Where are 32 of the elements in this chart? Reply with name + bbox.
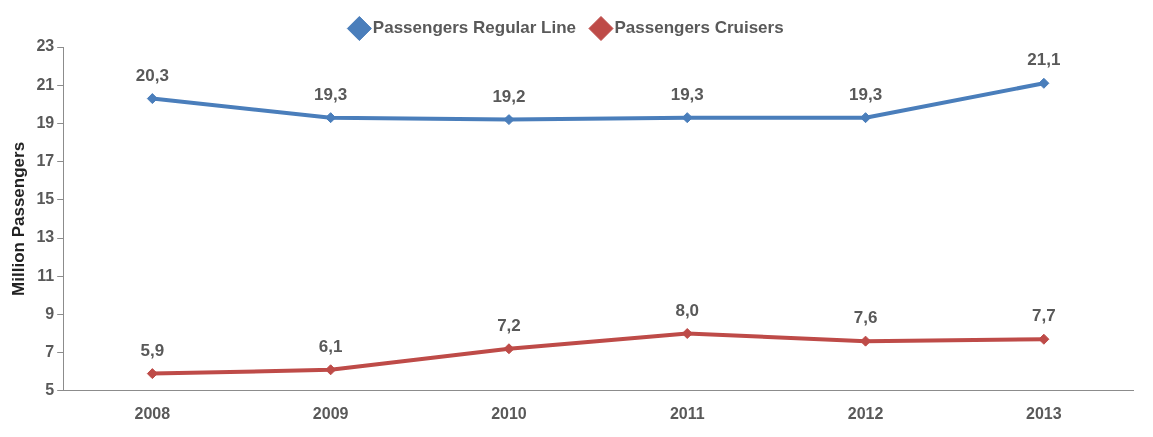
data-label: 20,3 xyxy=(135,65,169,85)
y-tick-label: 11 xyxy=(37,266,55,284)
legend-label: Passengers Cruisers xyxy=(614,18,784,38)
x-tick-label: 2012 xyxy=(847,404,884,422)
y-tick-label: 9 xyxy=(45,304,55,322)
x-tick-label: 2010 xyxy=(491,404,527,422)
data-label: 19,2 xyxy=(492,86,526,106)
data-label: 7,7 xyxy=(1032,306,1056,326)
data-label: 19,3 xyxy=(849,84,883,104)
data-label: 19,3 xyxy=(314,84,348,104)
x-tick-label: 2009 xyxy=(312,404,349,422)
data-label: 7,2 xyxy=(497,315,521,335)
data-label: 7,6 xyxy=(853,308,878,328)
point xyxy=(860,112,872,124)
x-tick-label: 2013 xyxy=(1026,404,1062,422)
data-label: 5,9 xyxy=(140,340,165,360)
y-tick-label: 5 xyxy=(45,381,55,399)
y-tick-label: 7 xyxy=(45,343,55,361)
legend-label: Passengers Regular Line xyxy=(372,18,576,38)
y-tick-label: 15 xyxy=(36,190,55,208)
x-tick-label: 2011 xyxy=(669,404,705,422)
data-label: 8,0 xyxy=(675,300,700,320)
data-label: 6,1 xyxy=(318,336,343,356)
y-tick-label: 21 xyxy=(36,75,55,93)
y-tick-label: 17 xyxy=(36,152,55,170)
y-tick-label: 13 xyxy=(36,228,55,246)
data-label: 19,3 xyxy=(670,84,704,104)
y-axis-title: Million Passengers xyxy=(8,141,28,296)
data-label: 21,1 xyxy=(1027,50,1061,70)
x-tick-label: 2008 xyxy=(134,404,171,422)
y-tick-label: 19 xyxy=(36,113,55,131)
y-tick-label: 23 xyxy=(36,37,55,55)
